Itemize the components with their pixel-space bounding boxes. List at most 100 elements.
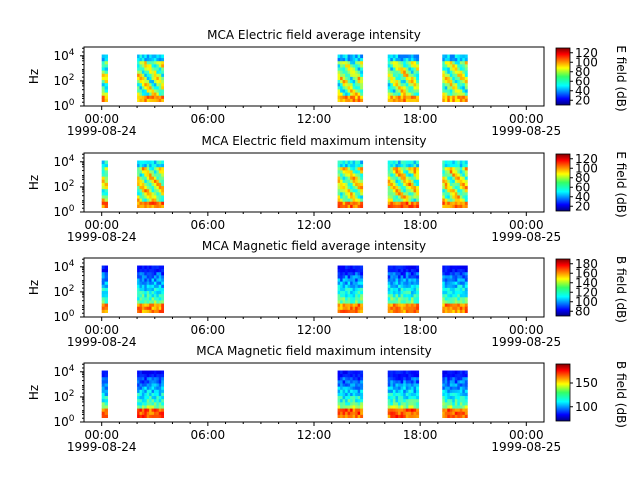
spectrogram-cell [454, 166, 458, 171]
spectrogram-cell [464, 63, 468, 68]
spectrogram-cell [158, 73, 162, 77]
spectrogram-cell [449, 408, 453, 412]
spectrogram-cell [352, 89, 356, 93]
spectrogram-cell [360, 411, 364, 415]
spectrogram-cell [442, 204, 446, 209]
spectrogram-cell [449, 306, 453, 310]
spectrogram-cell [400, 191, 404, 196]
spectrogram-cell [149, 85, 152, 90]
spectrogram-cell [400, 85, 404, 90]
spectrogram-cell [141, 408, 145, 412]
spectrogram-cell [156, 271, 160, 276]
spectrogram-cell [454, 293, 458, 298]
spectrogram-cell [444, 163, 448, 168]
spectrogram-cell [447, 389, 451, 393]
spectrogram-cell [104, 303, 108, 307]
spectrogram-cell [464, 176, 468, 180]
spectrogram-cell [355, 370, 359, 375]
spectrogram-cell [454, 411, 458, 415]
spectrogram-cell [408, 395, 412, 400]
spectrogram-cell [139, 281, 143, 285]
spectrogram-cell [416, 95, 420, 99]
spectrogram-cell [151, 73, 155, 77]
spectrogram-cell [447, 79, 451, 84]
spectrogram-cell [357, 169, 361, 174]
spectrogram-cell [416, 265, 420, 270]
spectrogram-cell [337, 166, 341, 171]
spectrogram-cell [464, 54, 468, 59]
spectrogram-cell [156, 198, 160, 202]
spectrogram-cell [350, 290, 354, 295]
spectrogram-cell [413, 398, 417, 403]
spectrogram-cell [355, 414, 359, 419]
spectrogram-cell [416, 268, 420, 273]
spectrogram-cell [442, 414, 446, 419]
spectrogram-cell [149, 70, 152, 74]
spectrogram-cell [342, 89, 346, 93]
spectrogram-cell [400, 201, 404, 205]
spectrogram-cell [459, 386, 463, 390]
spectrogram-cell [340, 182, 344, 187]
spectrogram-cell [337, 54, 341, 59]
spectrogram-cell [398, 376, 402, 381]
spectrogram-cell [156, 386, 160, 390]
spectrogram-cell [410, 85, 414, 90]
spectrogram-cell [360, 405, 364, 409]
spectrogram-cell [355, 191, 359, 196]
spectrogram-cell [413, 379, 417, 384]
spectrogram-cell [337, 278, 341, 282]
spectrogram-cell [350, 379, 354, 384]
spectrogram-cell [395, 185, 399, 190]
spectrogram-cell [457, 268, 461, 273]
spectrogram-cell [449, 57, 453, 62]
x-date-label: 1999-08-24 [67, 440, 137, 454]
spectrogram-cell [452, 54, 456, 59]
spectrogram-cell [352, 306, 356, 310]
spectrogram-cell [442, 287, 446, 292]
spectrogram-cell [464, 198, 468, 202]
spectrogram-cell [355, 395, 359, 400]
spectrogram-cell [104, 405, 108, 409]
spectrogram-cell [444, 271, 448, 276]
spectrogram-cell [405, 401, 409, 406]
spectrogram-cell [403, 185, 407, 190]
spectrogram-cell [360, 309, 364, 314]
spectrogram-cell [342, 60, 346, 65]
spectrogram-cell [452, 67, 456, 71]
spectrogram-cell [158, 188, 162, 193]
spectrogram-cell [156, 204, 160, 209]
spectrogram-cell [452, 386, 456, 390]
spectrogram-cell [350, 166, 354, 171]
spectrogram-cell [149, 98, 152, 103]
spectrogram-cell [452, 195, 456, 199]
spectrogram-cell [416, 300, 420, 304]
spectrogram-cell [452, 163, 456, 168]
spectrogram-cell [400, 414, 404, 419]
spectrogram-cell [392, 173, 396, 177]
spectrogram-cell [416, 54, 420, 59]
spectrogram-cell [352, 293, 356, 298]
spectrogram-cell [452, 82, 456, 87]
spectrogram-cell [413, 306, 417, 310]
spectrogram-cell [153, 408, 157, 412]
spectrogram-cell [137, 160, 140, 165]
spectrogram-cell [392, 373, 396, 378]
spectrogram-cell [104, 201, 108, 205]
spectrogram-cell [340, 176, 344, 180]
spectrogram-cell [158, 395, 162, 400]
chart-title: MCA Electric field average intensity [207, 28, 421, 42]
spectrogram-cell [146, 85, 150, 90]
spectrogram-cell [149, 379, 152, 384]
spectrogram-cell [139, 179, 143, 183]
spectrogram-cell [345, 268, 349, 273]
spectrogram-cell [146, 271, 150, 276]
spectrogram-cell [104, 386, 108, 390]
spectrogram-cell [345, 185, 349, 190]
spectrogram-cell [405, 408, 409, 412]
spectrogram-cell [459, 92, 463, 96]
spectrogram-cell [447, 198, 451, 202]
y-tick-label: 104 [53, 259, 74, 274]
spectrogram-cell [395, 271, 399, 276]
spectrogram-cell [355, 173, 359, 177]
spectrogram-cell [452, 296, 456, 301]
